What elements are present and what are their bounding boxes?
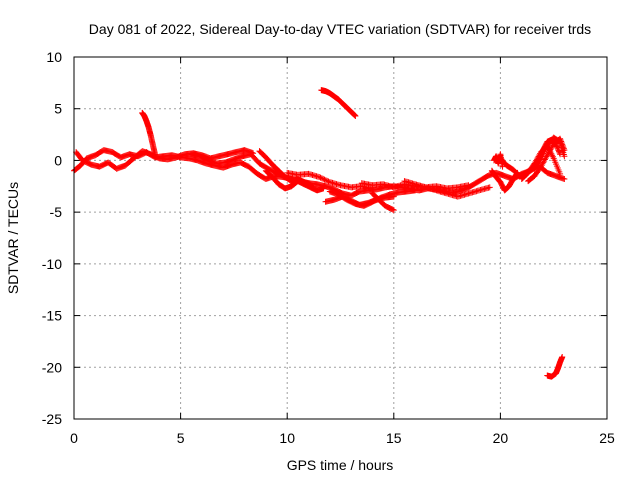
data-point-dense [324, 177, 331, 184]
grid [74, 57, 607, 419]
y-tick-label: 0 [54, 152, 62, 168]
data-markers [71, 87, 568, 380]
x-tick-label: 20 [493, 430, 509, 446]
x-tick-label: 15 [386, 430, 402, 446]
y-tick-label: 10 [46, 49, 62, 65]
data-point-dense [318, 175, 325, 182]
data-point-dense [389, 206, 396, 213]
data-point [320, 185, 327, 192]
data-point-dense [325, 178, 332, 185]
data-point-dense [554, 144, 561, 151]
chart-title: Day 081 of 2022, Sidereal Day-to-day VTE… [89, 21, 591, 37]
x-tick-label: 5 [177, 430, 185, 446]
y-tick-label: -15 [42, 308, 62, 324]
data-point [390, 207, 397, 214]
y-tick-label: 5 [54, 101, 62, 117]
data-point-dense [317, 174, 324, 181]
y-tick-label: -25 [42, 411, 62, 427]
x-tick-label: 25 [599, 430, 615, 446]
y-axis-label: SDTVAR / TECUs [5, 182, 21, 294]
data-point-dense [320, 175, 327, 182]
data-point [561, 153, 568, 160]
data-point [561, 176, 568, 183]
data-point [486, 184, 493, 191]
x-axis-ticks: 0 5 10 15 20 25 [70, 57, 615, 446]
data-point-dense [555, 147, 562, 154]
y-tick-label: -5 [50, 204, 63, 220]
data-point [559, 353, 566, 360]
data-point-dense [321, 176, 328, 183]
y-tick-label: -20 [42, 359, 62, 375]
y-axis-ticks: -25 -20 -15 -10 -5 0 5 10 [42, 49, 607, 427]
y-tick-label: -10 [42, 256, 62, 272]
x-tick-label: 10 [279, 430, 295, 446]
data-point-dense [351, 111, 358, 118]
data-point [152, 151, 159, 158]
data-point [499, 163, 506, 170]
data-point [465, 182, 472, 189]
data-point [352, 112, 359, 119]
x-tick-label: 0 [70, 430, 78, 446]
x-axis-label: GPS time / hours [287, 457, 394, 473]
data-point-dense [556, 148, 563, 155]
plot-frame [73, 56, 608, 420]
data-point [316, 173, 323, 180]
data-point-dense [322, 177, 329, 184]
data-point-dense [351, 112, 358, 119]
data-point [557, 170, 564, 177]
